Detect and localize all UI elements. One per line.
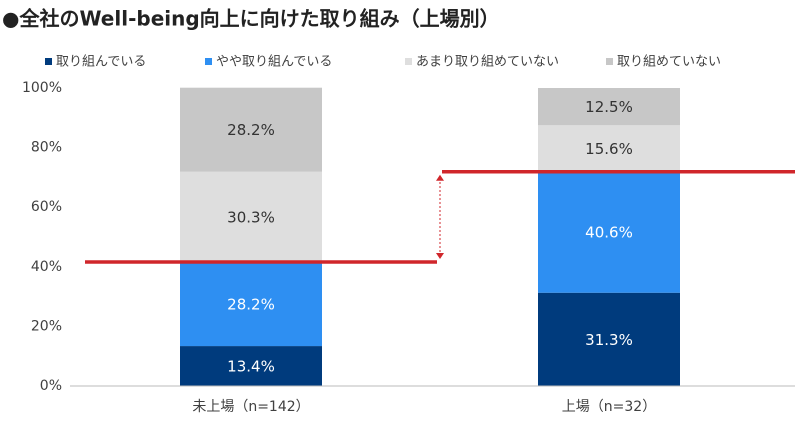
value-label: 12.5%: [585, 98, 633, 116]
bar-segment: [538, 171, 680, 293]
legend-swatch: [405, 58, 412, 65]
x-tick-label: 未上場（n=142）: [192, 399, 309, 415]
legend-swatch: [205, 58, 212, 65]
value-label: 15.6%: [585, 140, 633, 158]
x-tick-label: 上場（n=32）: [562, 399, 656, 415]
bar-segment: [538, 125, 680, 172]
legend-label: 取り組めていない: [617, 55, 721, 70]
y-tick-label: 100%: [22, 80, 62, 96]
y-tick-label: 20%: [31, 318, 62, 334]
y-tick-label: 60%: [31, 199, 62, 215]
y-tick-label: 80%: [31, 140, 62, 156]
value-label: 13.4%: [227, 358, 275, 376]
legend-label: やや取り組んでいる: [216, 55, 332, 70]
arrow-head: [436, 253, 444, 260]
value-label: 28.2%: [227, 296, 275, 314]
y-tick-label: 0%: [40, 378, 62, 394]
bar-segment: [180, 346, 322, 386]
bar-segment: [180, 262, 322, 347]
legend-swatch: [606, 58, 613, 65]
value-label: 40.6%: [585, 224, 633, 242]
bar-segment: [180, 171, 322, 263]
value-label: 28.2%: [227, 121, 275, 139]
value-label: 30.3%: [227, 208, 275, 226]
legend-swatch: [45, 58, 52, 65]
legend-label: 取り組んでいる: [56, 55, 146, 70]
value-label: 31.3%: [585, 331, 633, 349]
legend-label: あまり取り組めていない: [416, 55, 559, 70]
bar-segment: [180, 87, 322, 172]
y-tick-label: 40%: [31, 259, 62, 275]
arrow-head: [436, 174, 444, 181]
bar-segment: [538, 88, 680, 126]
chart-title: ●全社のWell-being向上に向けた取り組み（上場別）: [2, 7, 500, 31]
bar-segment: [538, 292, 680, 386]
